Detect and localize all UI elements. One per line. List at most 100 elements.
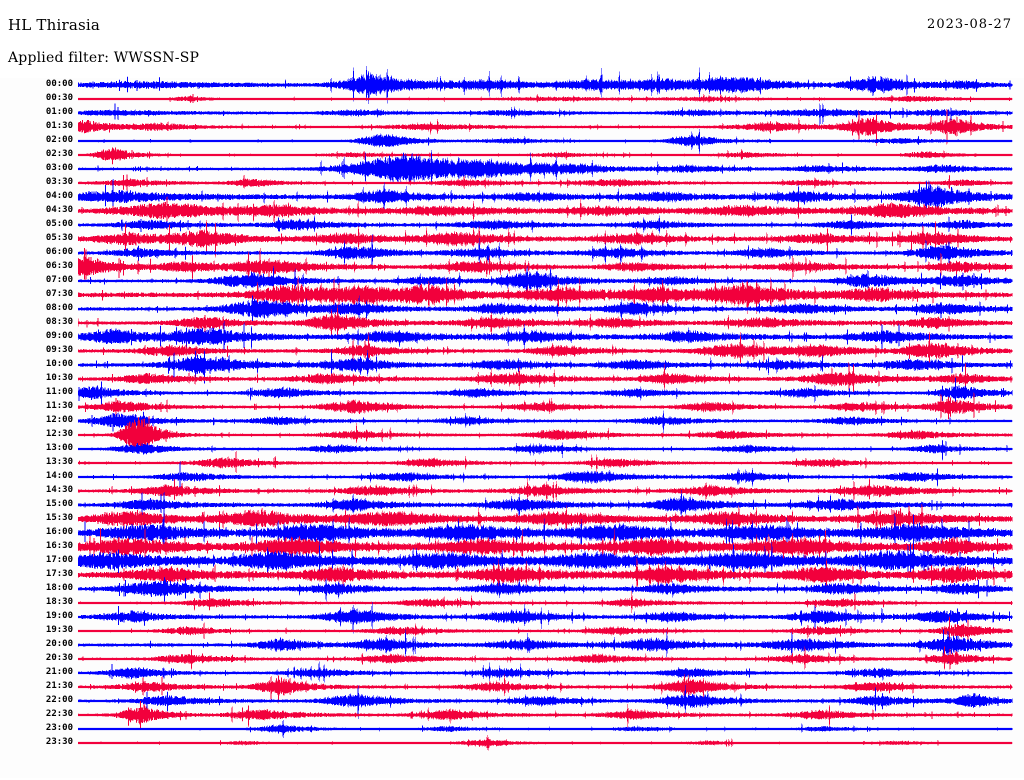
seismic-trace	[77, 666, 1013, 708]
trace-row: 06:00	[0, 233, 1024, 270]
seismic-trace	[77, 204, 1013, 246]
trace-row: 07:00	[0, 265, 1024, 301]
seismic-trace	[77, 624, 1013, 666]
trace-row: 09:00	[0, 320, 1024, 354]
trace-row: 20:00	[0, 629, 1024, 665]
row-time-label: 16:30	[45, 541, 73, 551]
trace-row: 04:00	[0, 178, 1024, 216]
row-time-label: 19:30	[45, 625, 73, 635]
row-time-label: 21:00	[45, 667, 73, 677]
seismic-trace	[77, 218, 1013, 260]
seismic-trace	[77, 106, 1013, 148]
row-time-label: 22:00	[45, 695, 73, 705]
row-time-label: 11:00	[45, 387, 73, 397]
trace-row: 20:30	[0, 645, 1024, 670]
trace-row: 21:00	[0, 661, 1024, 683]
seismic-trace	[77, 540, 1013, 582]
row-time-label: 23:30	[45, 737, 73, 747]
row-time-label: 12:30	[45, 429, 73, 439]
row-time-label: 21:30	[45, 681, 73, 691]
seismic-trace	[77, 568, 1013, 610]
trace-row: 14:00	[0, 461, 1024, 489]
trace-row: 03:00	[0, 149, 1024, 186]
row-time-label: 18:00	[45, 583, 73, 593]
row-time-label: 14:30	[45, 485, 73, 495]
seismic-trace	[77, 162, 1013, 204]
seismic-trace	[77, 484, 1013, 526]
seismic-trace	[77, 246, 1013, 288]
seismic-trace	[77, 120, 1013, 162]
row-time-label: 23:00	[45, 723, 73, 733]
seismic-trace	[77, 708, 1013, 750]
trace-row: 06:30	[0, 247, 1024, 284]
applied-filter-label: Applied filter: WWSSN-SP	[8, 50, 200, 66]
seismic-trace	[77, 92, 1013, 134]
seismic-trace	[77, 554, 1013, 596]
row-time-label: 13:30	[45, 457, 73, 467]
trace-row: 11:00	[0, 377, 1024, 408]
trace-row: 10:00	[0, 349, 1024, 385]
seismic-trace	[77, 694, 1013, 736]
trace-row: 08:30	[0, 303, 1024, 339]
plot-date: 2023-08-27	[927, 17, 1012, 32]
trace-row: 12:30	[0, 415, 1024, 454]
trace-row: 13:00	[0, 440, 1024, 461]
row-time-label: 02:00	[45, 135, 73, 145]
row-time-label: 14:00	[45, 471, 73, 481]
seismic-trace	[77, 414, 1013, 456]
seismic-trace	[77, 78, 1013, 120]
trace-row: 16:00	[0, 513, 1024, 553]
row-time-label: 16:00	[45, 527, 73, 537]
seismic-trace	[77, 652, 1013, 694]
seismic-trace	[77, 400, 1013, 442]
seismic-trace	[77, 638, 1013, 680]
row-time-label: 08:30	[45, 317, 73, 327]
trace-row: 05:00	[0, 213, 1024, 236]
seismic-trace	[77, 722, 1013, 764]
trace-row: 01:30	[0, 109, 1024, 147]
row-time-label: 06:00	[45, 247, 73, 257]
row-time-label: 04:00	[45, 191, 73, 201]
row-time-label: 05:00	[45, 219, 73, 229]
trace-row: 03:30	[0, 174, 1024, 191]
seismic-trace	[77, 316, 1013, 358]
trace-row: 18:30	[0, 591, 1024, 613]
seismic-trace	[77, 176, 1013, 218]
row-time-label: 12:00	[45, 415, 73, 425]
row-time-label: 13:00	[45, 443, 73, 453]
seismic-trace	[77, 372, 1013, 414]
station-title: HL Thirasia	[8, 16, 101, 34]
row-time-label: 22:30	[45, 709, 73, 719]
row-time-label: 04:30	[45, 205, 73, 215]
seismic-trace	[77, 582, 1013, 624]
row-time-label: 06:30	[45, 261, 73, 271]
trace-row: 23:30	[0, 734, 1024, 751]
row-time-label: 02:30	[45, 149, 73, 159]
row-time-label: 09:00	[45, 331, 73, 341]
seismic-trace	[77, 260, 1013, 302]
row-time-label: 08:00	[45, 303, 73, 313]
trace-row: 23:00	[0, 720, 1024, 739]
row-time-label: 20:30	[45, 653, 73, 663]
seismic-trace	[77, 680, 1013, 722]
helicorder-plot: 00:00 00:30 01:00 01:30 02:00 02:30 03:00 03:30…	[0, 65, 1024, 778]
seismic-trace	[77, 330, 1013, 372]
trace-row: 22:00	[0, 684, 1024, 719]
trace-row: 17:30	[0, 558, 1024, 591]
trace-row: 14:30	[0, 478, 1024, 504]
row-time-label: 00:00	[45, 79, 73, 89]
seismic-trace	[77, 148, 1013, 190]
trace-row: 00:00	[0, 65, 1024, 105]
trace-row: 16:30	[0, 527, 1024, 565]
trace-row: 05:30	[0, 219, 1024, 258]
seismic-trace	[77, 428, 1013, 470]
seismic-trace	[77, 274, 1013, 316]
row-time-label: 15:30	[45, 513, 73, 523]
row-time-label: 03:00	[45, 163, 73, 173]
seismic-trace	[77, 470, 1013, 512]
seismic-trace	[77, 386, 1013, 428]
row-time-label: 09:30	[45, 345, 73, 355]
trace-row: 09:30	[0, 331, 1024, 368]
seismic-trace	[77, 442, 1013, 484]
row-time-label: 01:30	[45, 121, 73, 131]
